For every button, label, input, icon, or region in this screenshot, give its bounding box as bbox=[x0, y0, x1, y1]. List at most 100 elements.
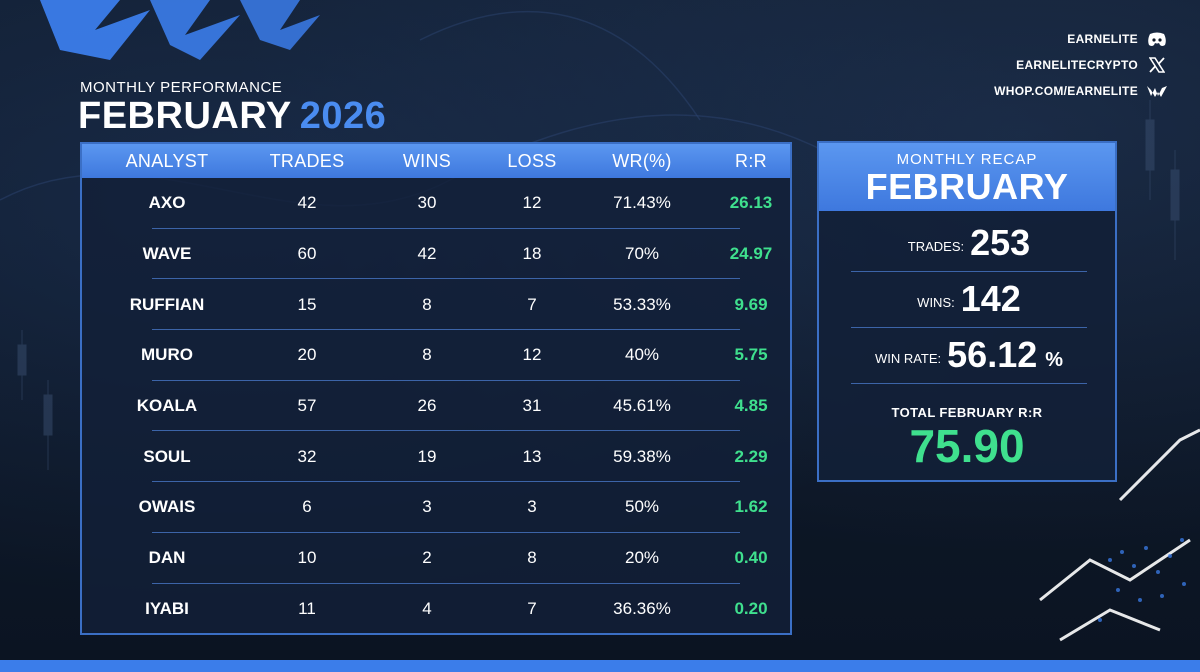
table-row: AXO 42 30 12 71.43% 26.13 bbox=[82, 178, 790, 229]
page-title: FEBRUARY 2026 bbox=[78, 94, 386, 138]
cell-wr: 59.38% bbox=[613, 446, 671, 466]
cell-rr: 5.75 bbox=[734, 345, 768, 365]
row-divider bbox=[152, 329, 740, 331]
cell-trades: 32 bbox=[297, 446, 317, 466]
cell-wins: 26 bbox=[417, 396, 437, 416]
row-divider bbox=[152, 430, 740, 432]
table-row: DAN 10 2 8 20% 0.40 bbox=[82, 533, 790, 584]
recap-trades: TRADES: 253 bbox=[851, 215, 1087, 272]
row-divider bbox=[152, 481, 740, 483]
cell-analyst: MURO bbox=[141, 345, 193, 365]
recap-wins-label: WINS: bbox=[917, 294, 955, 310]
row-divider bbox=[152, 531, 740, 533]
table-row: IYABI 11 4 7 36.36% 0.20 bbox=[82, 584, 790, 635]
cell-loss: 3 bbox=[527, 497, 537, 517]
cell-rr: 0.40 bbox=[734, 548, 768, 568]
recap-trades-label: TRADES: bbox=[907, 238, 965, 254]
table-row: KOALA 57 26 31 45.61% 4.85 bbox=[82, 381, 790, 432]
cell-wr: 36.36% bbox=[613, 598, 671, 618]
title-year: 2026 bbox=[299, 95, 387, 137]
cell-wr: 45.61% bbox=[613, 396, 671, 416]
social-discord-label: EARNELITE bbox=[1067, 32, 1138, 46]
row-divider bbox=[152, 379, 740, 381]
recap-wins-value: 142 bbox=[960, 278, 1021, 319]
header-loss: LOSS bbox=[507, 150, 557, 171]
cell-loss: 12 bbox=[522, 345, 542, 365]
cell-trades: 60 bbox=[297, 244, 317, 264]
cell-trades: 10 bbox=[297, 548, 317, 568]
cell-analyst: SOUL bbox=[143, 446, 191, 466]
cell-wins: 42 bbox=[417, 244, 437, 264]
social-discord[interactable]: EARNELITE bbox=[928, 26, 1168, 52]
social-whop[interactable]: WHOP.COM/EARNELITE bbox=[928, 78, 1168, 104]
social-x[interactable]: EARNELITECRYPTO bbox=[928, 52, 1168, 78]
cell-rr: 4.85 bbox=[734, 396, 768, 416]
social-x-label: EARNELITECRYPTO bbox=[1016, 58, 1138, 72]
cell-rr: 1.62 bbox=[734, 497, 768, 517]
cell-trades: 20 bbox=[297, 345, 317, 365]
monthly-recap-panel: MONTHLY RECAP FEBRUARY TRADES: 253 WINS:… bbox=[817, 141, 1117, 482]
cell-analyst: DAN bbox=[148, 548, 186, 568]
cell-wr: 71.43% bbox=[613, 193, 671, 213]
cell-analyst: RUFFIAN bbox=[129, 294, 205, 314]
cell-analyst: KOALA bbox=[136, 396, 198, 416]
social-links: EARNELITE EARNELITECRYPTO WHOP.COM/EARNE… bbox=[928, 26, 1168, 104]
header-analyst: ANALYST bbox=[125, 150, 209, 171]
table-row: OWAIS 6 3 3 50% 1.62 bbox=[82, 482, 790, 533]
row-divider bbox=[152, 227, 740, 229]
cell-loss: 7 bbox=[527, 598, 537, 618]
x-icon bbox=[1146, 56, 1168, 74]
cell-trades: 57 bbox=[297, 396, 317, 416]
table-body: AXO 42 30 12 71.43% 26.13 WAVE 60 42 18 … bbox=[82, 178, 790, 634]
cell-wins: 8 bbox=[422, 294, 432, 314]
table-header: ANALYST TRADES WINS LOSS WR(%) R:R bbox=[82, 144, 790, 178]
recap-label: MONTHLY RECAP bbox=[896, 151, 1038, 168]
header-wr: WR(%) bbox=[612, 150, 672, 171]
cell-trades: 11 bbox=[298, 598, 316, 618]
cell-analyst: WAVE bbox=[142, 244, 192, 264]
cell-rr: 24.97 bbox=[729, 244, 773, 264]
cell-trades: 15 bbox=[297, 294, 317, 314]
row-divider bbox=[152, 278, 740, 280]
cell-wr: 53.33% bbox=[613, 294, 671, 314]
cell-loss: 12 bbox=[522, 193, 542, 213]
header-wins: WINS bbox=[402, 150, 452, 171]
cell-wins: 2 bbox=[422, 548, 432, 568]
cell-rr: 9.69 bbox=[734, 294, 768, 314]
recap-wins: WINS: 142 bbox=[851, 271, 1087, 328]
row-divider bbox=[152, 582, 740, 584]
cell-rr: 0.20 bbox=[734, 598, 768, 618]
cell-loss: 13 bbox=[522, 446, 542, 466]
whop-icon bbox=[1146, 82, 1168, 100]
recap-trades-value: 253 bbox=[970, 222, 1031, 263]
discord-icon bbox=[1146, 30, 1168, 48]
cell-wr: 70% bbox=[624, 244, 660, 264]
cell-loss: 31 bbox=[522, 396, 542, 416]
header-trades: TRADES bbox=[269, 150, 345, 171]
recap-winrate-unit: % bbox=[1045, 348, 1064, 371]
cell-analyst: AXO bbox=[148, 193, 186, 213]
recap-total-value: 75.90 bbox=[909, 420, 1025, 472]
cell-rr: 26.13 bbox=[729, 193, 773, 213]
cell-trades: 6 bbox=[302, 497, 312, 517]
cell-loss: 18 bbox=[522, 244, 542, 264]
cell-loss: 7 bbox=[527, 294, 537, 314]
cell-loss: 8 bbox=[527, 548, 537, 568]
recap-month: FEBRUARY bbox=[865, 166, 1069, 207]
recap-total-label: TOTAL FEBRUARY R:R bbox=[891, 405, 1043, 420]
recap-header: MONTHLY RECAP FEBRUARY bbox=[819, 143, 1115, 211]
cell-wr: 40% bbox=[624, 345, 660, 365]
cell-analyst: IYABI bbox=[145, 598, 189, 618]
cell-analyst: OWAIS bbox=[138, 497, 196, 517]
cell-trades: 42 bbox=[297, 193, 317, 213]
cell-wins: 3 bbox=[422, 497, 432, 517]
bottom-accent-bar bbox=[0, 660, 1200, 672]
cell-wins: 30 bbox=[417, 193, 437, 213]
page-subtitle: MONTHLY PERFORMANCE bbox=[80, 79, 283, 96]
table-row: MURO 20 8 12 40% 5.75 bbox=[82, 330, 790, 381]
cell-wr: 20% bbox=[624, 548, 660, 568]
cell-wins: 8 bbox=[422, 345, 432, 365]
analyst-table: ANALYST TRADES WINS LOSS WR(%) R:R AXO 4… bbox=[80, 142, 792, 635]
cell-wins: 19 bbox=[417, 446, 437, 466]
